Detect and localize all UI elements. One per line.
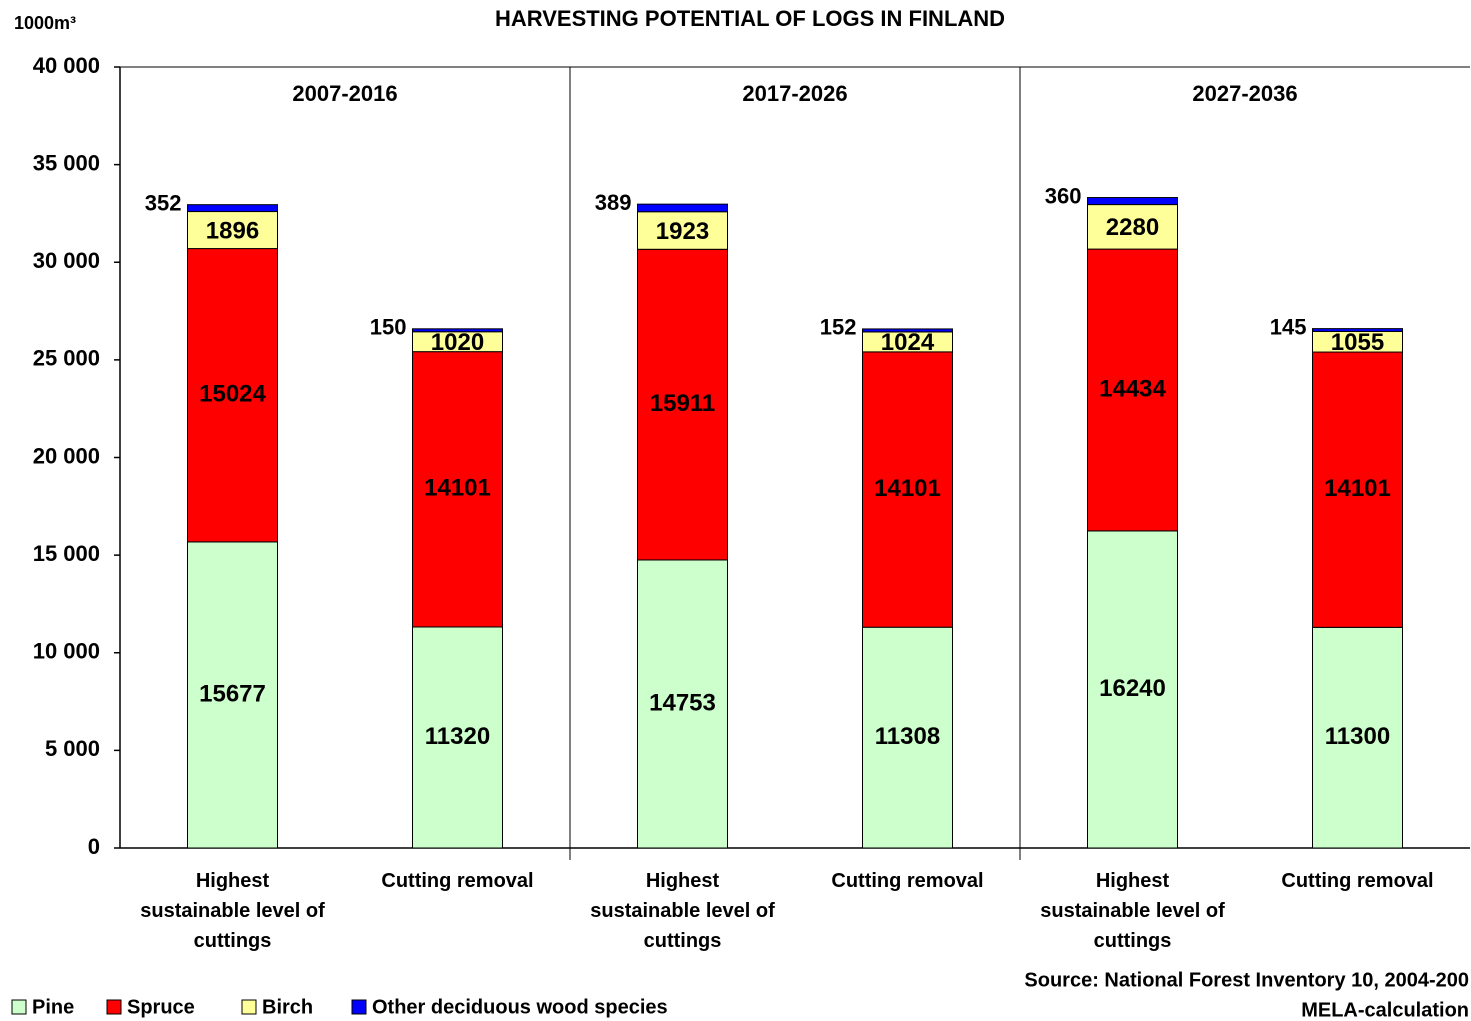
data-label: 352 [145,190,182,215]
chart-title: HARVESTING POTENTIAL OF LOGS IN FINLAND [495,6,1005,31]
data-label: 15677 [199,680,266,707]
bar-segment [862,626,953,849]
legend-swatch [241,999,257,1015]
legend-swatch [106,999,122,1015]
bar-segment [187,541,278,849]
data-label: 2280 [1106,214,1159,241]
data-label: 15024 [199,381,266,408]
data-label: 360 [1045,183,1082,208]
data-label: 1896 [206,217,259,244]
bar-segment [1087,530,1178,849]
x-tick-label: Cutting removal [381,870,533,892]
data-label: 14101 [874,475,941,502]
source-note: Source: National Forest Inventory 10, 20… [1024,969,1469,991]
y-tick-label: 35 000 [33,150,100,175]
bar-segment [637,203,728,213]
data-label: 14753 [649,689,716,716]
bar-segment [187,248,278,543]
y-tick-label: 25 000 [33,346,100,371]
bar-segment [862,351,953,628]
bar-segment [862,328,953,333]
group-label: 2027-2036 [1192,81,1297,106]
y-tick-label: 5 000 [45,736,100,761]
data-label: 14101 [424,475,491,502]
data-label: 1020 [431,329,484,356]
data-label: 11308 [875,723,940,750]
bar-segment [412,626,503,849]
data-label: 11320 [425,723,490,750]
bar-segment [637,211,728,250]
source-note: MELA-calculation [1301,999,1469,1021]
y-tick-label: 30 000 [33,248,100,273]
legend-label: Other deciduous wood species [372,996,668,1018]
y-tick-label: 40 000 [33,53,100,78]
legend-label: Pine [32,996,74,1018]
bar-segment [1087,197,1178,206]
data-label: 389 [595,190,632,215]
bar-segment [412,351,503,628]
y-tick-label: 15 000 [33,541,100,566]
x-tick-label: Highest sustainable level of cuttings [1040,870,1225,952]
data-label: 14101 [1324,475,1391,502]
y-tick-label: 0 [88,834,100,859]
group-label: 2017-2026 [742,81,847,106]
x-tick-label: Highest sustainable level of cuttings [590,870,775,952]
bar-segment [637,559,728,849]
data-label: 1923 [656,218,709,245]
data-label: 14434 [1099,375,1166,402]
legend-swatch [11,999,27,1015]
bar-segment [187,204,278,213]
legend-label: Spruce [127,996,195,1018]
data-label: 150 [370,315,407,340]
x-tick-label: Cutting removal [831,870,983,892]
bar-segment [1312,626,1403,849]
legend-label: Birch [262,996,313,1018]
x-tick-label: Cutting removal [1281,870,1433,892]
data-label: 11300 [1325,723,1390,750]
data-label: 16240 [1099,675,1166,702]
bar-segment [1312,328,1403,332]
data-label: 15911 [650,390,715,417]
bar-segment [1087,248,1178,532]
bar-segment [412,328,503,333]
x-tick-label: Highest sustainable level of cuttings [140,870,325,952]
y-tick-label: 20 000 [33,443,100,468]
legend-swatch [351,999,367,1015]
bar-segment [1087,204,1178,250]
y-tick-label: 10 000 [33,639,100,664]
data-label: 152 [820,315,857,340]
data-label: 145 [1270,314,1307,339]
data-label: 1024 [881,329,935,356]
y-axis-label: 1000m³ [14,13,76,33]
bar-segment [1312,351,1403,628]
group-label: 2007-2016 [292,81,397,106]
data-label: 1055 [1331,329,1384,356]
bar-segment [187,211,278,250]
